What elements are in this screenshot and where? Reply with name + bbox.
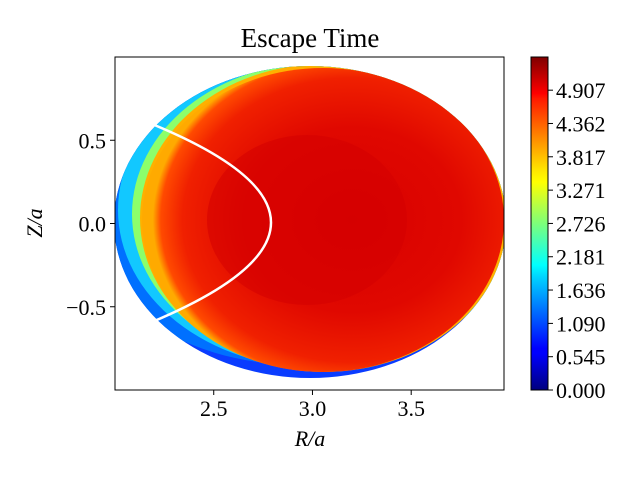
colorbar-tick-label: 2.181	[556, 245, 606, 270]
y-tick-label: 0.0	[79, 212, 107, 237]
chart-title: Escape Time	[241, 23, 380, 53]
x-tick-label: 3.5	[397, 396, 425, 421]
colorbar-tick-label: 3.271	[556, 178, 606, 203]
colorbar-ticks: 0.000 0.545 1.090 1.636 2.181 2.726 3.271 3.817…	[548, 78, 606, 403]
colorbar-tick-label: 1.636	[556, 278, 606, 303]
colorbar-tick-label: 1.090	[556, 311, 606, 336]
x-axis-ticks: 2.5 3.0 3.5	[200, 390, 425, 421]
colorbar	[530, 56, 549, 391]
x-tick-label: 3.0	[299, 396, 327, 421]
y-tick-label: −0.5	[66, 295, 106, 320]
colorbar-tick-label: 4.907	[556, 78, 606, 103]
colorbar-tick-label: 2.726	[556, 211, 606, 236]
x-axis-label: R/a	[294, 426, 326, 451]
y-axis-ticks: 0.5 0.0 −0.5	[66, 128, 115, 320]
x-tick-label: 2.5	[200, 396, 228, 421]
heatmap	[115, 66, 504, 378]
overlay-curve	[151, 122, 272, 324]
colorbar-tick-label: 0.545	[556, 345, 606, 370]
colorbar-tick-label: 4.362	[556, 111, 606, 136]
colorbar-tick-label: 3.817	[556, 145, 606, 170]
colorbar-tick-label: 0.000	[556, 378, 606, 403]
y-tick-label: 0.5	[79, 128, 107, 153]
core-inner	[207, 135, 407, 305]
y-axis-label: Z/a	[22, 208, 47, 237]
